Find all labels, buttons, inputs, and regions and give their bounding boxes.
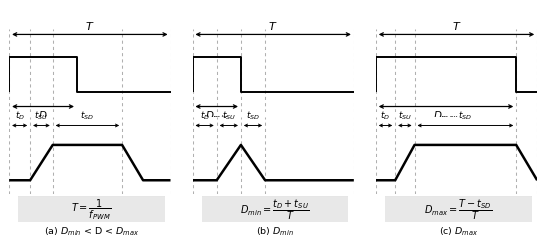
- Text: $t_{SD}$: $t_{SD}$: [246, 109, 260, 122]
- Text: $t_{SU}$: $t_{SU}$: [35, 109, 48, 122]
- Text: (b) $D_{min}$: (b) $D_{min}$: [256, 226, 294, 238]
- Text: $t_{SD}$: $t_{SD}$: [458, 109, 472, 122]
- Text: $D_{min} = \dfrac{t_D + t_{SU}}{T}$: $D_{min} = \dfrac{t_D + t_{SU}}{T}$: [240, 197, 310, 222]
- Text: $D$: $D$: [39, 109, 48, 121]
- Text: $D_{max}$: $D_{max}$: [433, 109, 459, 123]
- Text: $D_{min}$: $D_{min}$: [205, 109, 228, 123]
- Text: $t_{SU}$: $t_{SU}$: [222, 109, 236, 122]
- Text: $D_{max} = \dfrac{T - t_{SD}}{T}$: $D_{max} = \dfrac{T - t_{SD}}{T}$: [424, 197, 492, 222]
- Text: $t_{SU}$: $t_{SU}$: [398, 109, 412, 122]
- Text: $t_D$: $t_D$: [381, 109, 390, 122]
- Text: $t_{SD}$: $t_{SD}$: [80, 109, 95, 122]
- Text: $T$: $T$: [85, 20, 95, 32]
- Text: $T = \dfrac{1}{f_{PWM}}$: $T = \dfrac{1}{f_{PWM}}$: [72, 197, 112, 222]
- FancyBboxPatch shape: [200, 196, 350, 223]
- Text: $T$: $T$: [268, 20, 278, 32]
- FancyBboxPatch shape: [17, 196, 167, 223]
- Text: $t_D$: $t_D$: [15, 109, 25, 122]
- Text: (c) $D_{max}$: (c) $D_{max}$: [438, 226, 478, 238]
- FancyBboxPatch shape: [383, 196, 533, 223]
- Text: $t_D$: $t_D$: [200, 109, 210, 122]
- Text: $T$: $T$: [452, 20, 461, 32]
- Text: (a) $D_{min}$ < D < $D_{max}$: (a) $D_{min}$ < D < $D_{max}$: [44, 226, 140, 238]
